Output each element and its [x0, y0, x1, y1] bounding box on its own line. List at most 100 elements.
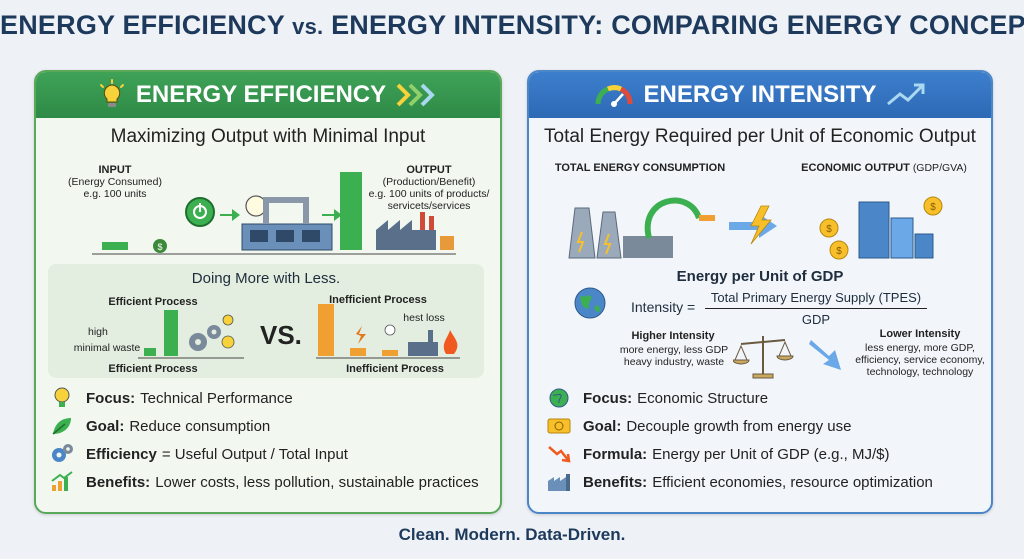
- bullet-focus: Focus: Technical Performance: [48, 384, 488, 412]
- compare-title: Doing More with Less.: [191, 270, 341, 287]
- lower-intensity-title: Lower Intensity: [879, 328, 961, 340]
- intensity-subtitle: Total Energy Required per Unit of Econom…: [544, 126, 976, 147]
- flame-icon: [443, 330, 458, 354]
- bullet-key: Formula:: [583, 445, 648, 463]
- energy-to-gdp-illustration: $ $ $: [568, 196, 943, 260]
- bullet-key: Focus:: [583, 389, 633, 407]
- output-example: e.g. 100 units of products/ servicets/se…: [368, 188, 490, 212]
- gdp-title: Energy per Unit of GDP: [676, 268, 844, 285]
- input-example: e.g. 100 units: [83, 188, 147, 200]
- inefficient-tall-bar: [318, 304, 334, 356]
- lightbulb-icon: [99, 79, 124, 107]
- bullet-text: Technical Performance: [140, 389, 293, 407]
- factory-icon: [545, 470, 573, 494]
- lightning-icon: [750, 205, 772, 245]
- input-label-group: INPUT (Energy Consumed) e.g. 100 units: [60, 164, 170, 200]
- bullet-key: Efficiency: [86, 445, 157, 463]
- formula-denominator: GDP: [801, 312, 831, 327]
- svg-text:$: $: [157, 242, 162, 252]
- lightning-icon: [356, 326, 366, 344]
- gauge-icon: [595, 85, 633, 107]
- lower-intensity-desc: less energy, more GDP, efficiency, servi…: [855, 342, 985, 378]
- arrow-right-icon: [220, 209, 240, 221]
- intensity-header-text: ENERGY INTENSITY: [643, 81, 877, 108]
- intensity-label: Intensity =: [631, 299, 696, 315]
- bullet-benefits: Benefits: Efficient economies, resource o…: [545, 468, 985, 496]
- growth-chart-icon: [48, 470, 76, 494]
- heat-loss-label: hest loss: [403, 312, 445, 324]
- bullet-efficiency: Efficiency = Useful Output / Total Input: [48, 440, 488, 468]
- efficient-bottom-label: Efficient Process: [108, 363, 198, 375]
- input-sub: (Energy Consumed): [68, 176, 162, 188]
- output-label-group: OUTPUT (Production/Benefit) e.g. 100 uni…: [364, 164, 494, 212]
- energy-efficiency-panel: ENERGY EFFICIENCY Maximizing Output with…: [34, 70, 502, 514]
- higher-intensity-desc: more energy, less GDP heavy industry, wa…: [619, 344, 729, 368]
- factory-products-icon: [376, 212, 454, 250]
- efficiency-header-text: ENERGY EFFICIENCY: [135, 81, 387, 108]
- output-sub: (Production/Benefit): [382, 176, 476, 188]
- econ-output-sub: (GDP/GVA): [912, 162, 967, 174]
- svg-text:$: $: [836, 246, 842, 257]
- inefficient-mid-bar: [350, 348, 366, 356]
- scale-trend-graphic: [733, 336, 841, 379]
- bullet-goal: Goal: Reduce consumption: [48, 412, 488, 440]
- inefficient-small-bar: [382, 350, 398, 356]
- bullet-text: Economic Structure: [637, 389, 769, 407]
- footer-tagline: Clean. Modern. Data-Driven.: [398, 525, 626, 544]
- inefficient-top-label: Inefficient Process: [329, 294, 427, 306]
- gears-icon: [48, 442, 76, 466]
- leaf-icon: [48, 414, 76, 438]
- efficiency-bullets: Focus: Technical Performance Goal: Reduce …: [48, 384, 488, 496]
- trend-down-icon: [545, 442, 573, 466]
- globe-icon: [545, 386, 573, 410]
- econ-output-label-group: ECONOMIC OUTPUT (GDP/GVA): [779, 162, 989, 174]
- dim-bulb-icon: [384, 324, 396, 336]
- comparison-box: Doing More with Less. Efficient Process …: [48, 264, 484, 378]
- total-energy-label: TOTAL ENERGY CONSUMPTION: [554, 162, 726, 174]
- lightbulb-icon: [48, 386, 76, 410]
- title-vs: vs.: [292, 14, 324, 39]
- input-label: INPUT: [98, 164, 132, 176]
- energy-intensity-panel: ENERGY INTENSITY Total Energy Required p…: [527, 70, 993, 514]
- money-bag-icon: $: [153, 239, 167, 253]
- efficient-small-bar: [144, 348, 156, 356]
- bullet-formula: Formula: Energy per Unit of GDP (e.g., MJ…: [545, 440, 985, 468]
- bullet-text: Energy per Unit of GDP (e.g., MJ/$): [652, 445, 890, 463]
- bullet-key: Benefits:: [86, 473, 151, 491]
- output-label: OUTPUT: [406, 164, 452, 176]
- trend-down-arrow: [809, 340, 841, 370]
- bullet-key: Focus:: [86, 389, 136, 407]
- power-plant-icon: [568, 207, 673, 259]
- bullet-text: Decouple growth from energy use: [626, 417, 852, 435]
- chevrons-right-icon: [396, 83, 435, 107]
- bullet-text: Lower costs, less pollution, sustainable…: [155, 473, 479, 491]
- inefficient-bottom-label: Inefficient Process: [346, 363, 444, 375]
- high-label: high: [88, 326, 108, 338]
- output-bar: [340, 172, 362, 250]
- vs-label: VS.: [260, 320, 302, 350]
- formula-numerator: Total Primary Energy Supply (TPES): [710, 290, 922, 305]
- arrow-right-icon: [322, 209, 342, 221]
- bullet-focus: Focus: Economic Structure: [545, 384, 985, 412]
- minimal-waste-label: minimal waste: [73, 342, 141, 354]
- coins-buildings-icon: $ $ $: [819, 196, 943, 260]
- efficiency-subtitle: Maximizing Output with Minimal Input: [110, 126, 426, 147]
- lightbulb-small-icon: [221, 314, 235, 349]
- globe-icon: [574, 287, 606, 319]
- bullet-key: Goal:: [86, 417, 125, 435]
- bullet-text: Efficient economies, resource optimizati…: [652, 473, 933, 491]
- svg-text:$: $: [826, 224, 832, 235]
- intensity-header: ENERGY INTENSITY: [529, 72, 991, 118]
- bullet-key: Benefits:: [583, 473, 648, 491]
- svg-text:$: $: [930, 202, 936, 213]
- energy-loop-icon: [644, 197, 715, 239]
- gears-icon: [189, 325, 221, 351]
- page-title: ENERGY EFFICIENCY vs. ENERGY INTENSITY: …: [0, 10, 1024, 41]
- power-button-icon: [185, 197, 215, 227]
- money-icon: [545, 414, 573, 438]
- efficient-tall-bar: [164, 310, 178, 356]
- efficiency-header: ENERGY EFFICIENCY: [36, 72, 500, 118]
- title-part2: ENERGY INTENSITY: COMPARING ENERGY CONCE…: [331, 10, 1024, 40]
- input-output-illustration: $: [92, 172, 456, 255]
- process-comparison-graphic: [138, 304, 460, 359]
